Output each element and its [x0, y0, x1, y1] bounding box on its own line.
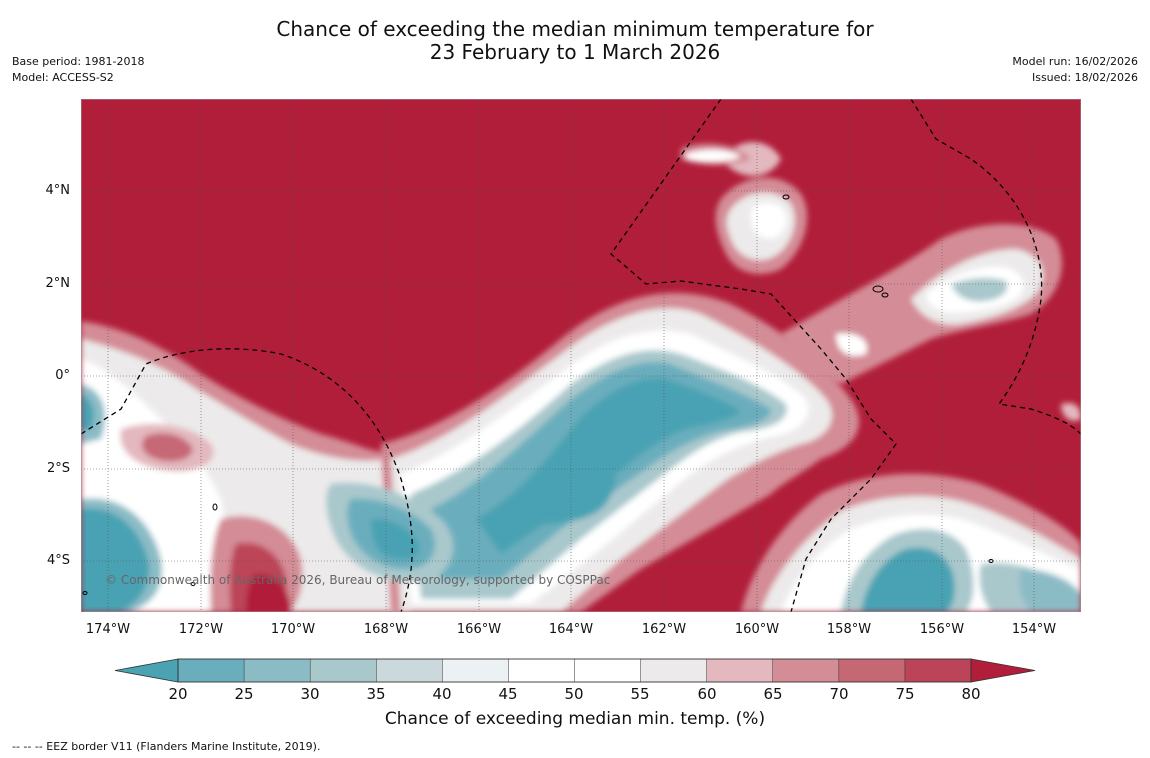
cbar-tick-45: 45	[498, 685, 518, 703]
cbar-tick-65: 65	[763, 685, 783, 703]
cbar-tick-80: 80	[961, 685, 981, 703]
title-line-1: Chance of exceeding the median minimum t…	[276, 17, 874, 41]
lat-label-0: 0°	[55, 368, 70, 383]
title-line-2: 23 February to 1 March 2026	[429, 40, 721, 64]
cbar-tick-60: 60	[697, 685, 717, 703]
colorbar-segment	[508, 658, 576, 683]
colorbar	[114, 658, 1036, 683]
colorbar-frame	[177, 658, 972, 683]
lon-label-174w: 174°W	[85, 622, 131, 637]
lat-label-4n: 4°N	[45, 183, 71, 198]
colorbar-segment	[376, 658, 444, 683]
field-north	[681, 142, 808, 274]
lon-label-166w: 166°W	[456, 622, 502, 637]
lon-label-156w: 156°W	[919, 622, 965, 637]
colorbar-label: Chance of exceeding median min. temp. (%…	[384, 709, 766, 729]
lon-label-170w: 170°W	[270, 622, 316, 637]
map-frame	[81, 99, 1081, 612]
colorbar-segment	[640, 658, 708, 683]
colorbar-segment	[904, 658, 972, 683]
cbar-tick-30: 30	[300, 685, 320, 703]
colorbar-over-arrow	[970, 658, 1036, 683]
lon-label-160w: 160°W	[734, 622, 780, 637]
cbar-tick-20: 20	[168, 685, 188, 703]
colorbar-segment	[706, 658, 774, 683]
lon-label-154w: 154°W	[1011, 622, 1057, 637]
map-area	[81, 99, 1081, 612]
colorbar-segment	[772, 658, 840, 683]
colorbar-segment	[574, 658, 642, 683]
lat-label-2n: 2°N	[45, 276, 71, 291]
cbar-tick-55: 55	[630, 685, 650, 703]
cbar-tick-75: 75	[895, 685, 915, 703]
meta-left: Base period: 1981-2018 Model: ACCESS-S2	[12, 54, 144, 86]
lon-label-164w: 164°W	[548, 622, 594, 637]
lon-label-158w: 158°W	[826, 622, 872, 637]
colorbar-segment	[838, 658, 906, 683]
lon-label-168w: 168°W	[363, 622, 409, 637]
field-northeast	[781, 224, 1062, 384]
issued-date: Issued: 18/02/2026	[1031, 71, 1138, 84]
lat-label-2s: 2°S	[46, 461, 70, 476]
colorbar-segment	[177, 658, 245, 683]
cbar-tick-50: 50	[564, 685, 584, 703]
lon-label-172w: 172°W	[178, 622, 224, 637]
eez-legend-footer: -- -- -- EEZ border V11 (Flanders Marine…	[12, 740, 321, 753]
cbar-tick-35: 35	[366, 685, 386, 703]
map-title: Chance of exceeding the median minimum t…	[0, 18, 1150, 64]
islands	[82, 194, 994, 595]
model-name: Model: ACCESS-S2	[12, 71, 114, 84]
base-period: Base period: 1981-2018	[12, 55, 145, 68]
lon-label-162w: 162°W	[641, 622, 687, 637]
cbar-tick-40: 40	[432, 685, 452, 703]
lat-label-4s: 4°S	[46, 553, 70, 568]
meta-right: Model run: 16/02/2026 Issued: 18/02/2026	[1012, 54, 1138, 86]
colorbar-segments	[177, 658, 972, 683]
colorbar-segment	[243, 658, 311, 683]
field-left	[81, 321, 411, 612]
colorbar-segment	[442, 658, 510, 683]
model-run: Model run: 16/02/2026	[1012, 55, 1138, 68]
field-center	[326, 293, 860, 612]
colorbar-under-arrow	[114, 658, 179, 683]
field-southeast	[741, 402, 1081, 612]
colorbar-segment	[309, 658, 378, 683]
eez-borders	[81, 99, 1081, 612]
copyright-notice: © Commonwealth of Australia 2026, Bureau…	[105, 573, 611, 587]
cbar-tick-25: 25	[234, 685, 254, 703]
map-svg	[81, 99, 1081, 612]
cbar-tick-70: 70	[829, 685, 849, 703]
